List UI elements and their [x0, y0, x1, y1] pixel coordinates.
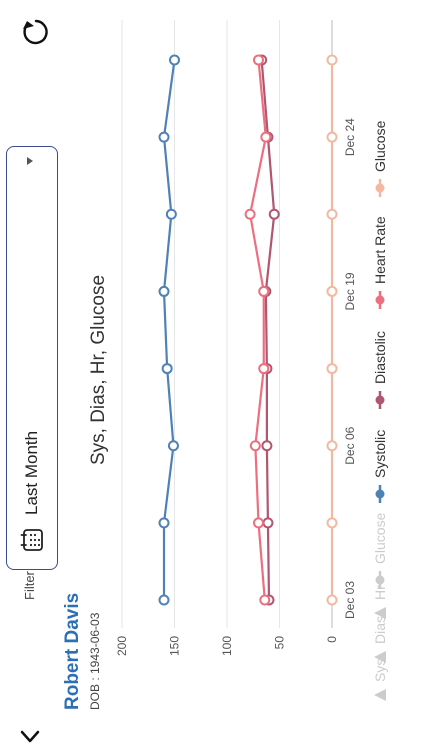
legend-item-dias[interactable]: Dias [368, 616, 392, 664]
glucose-point [326, 285, 338, 297]
series-marker-icon [375, 391, 385, 409]
heart_rate-point [258, 363, 270, 375]
calendar-icon [20, 529, 43, 551]
glucose-point [326, 517, 338, 529]
heart_rate-point [258, 285, 270, 297]
triangle-icon [374, 607, 386, 619]
legend-label: Glucose [372, 512, 388, 564]
legend-item-sys[interactable]: Sys [368, 659, 392, 702]
heart_rate-point [253, 517, 264, 529]
systolic-point [165, 208, 177, 220]
legend-item-diastolic[interactable]: Diastolic [368, 331, 392, 410]
glucose-point [326, 208, 338, 220]
glucose-point [326, 440, 338, 452]
diastolic-line [260, 59, 276, 601]
systolic-point [158, 594, 170, 606]
glucose-point [326, 594, 338, 606]
systolic-point [167, 440, 179, 452]
legend-label: Glucose [372, 120, 388, 172]
y-tick-label: 100 [220, 636, 234, 656]
systolic-point [169, 54, 180, 66]
systolic-point [161, 363, 173, 375]
heart_rate-point [249, 440, 261, 452]
systolic-point [158, 131, 170, 143]
diastolic-point [261, 440, 273, 452]
legend-item-hr[interactable]: Hr [368, 585, 392, 620]
x-tick-label: Dec 19 [343, 272, 357, 310]
systolic-point [158, 517, 170, 529]
systolic-point [158, 285, 170, 297]
systolic-line [162, 59, 176, 600]
heart_rate-point [259, 594, 271, 606]
series-marker-icon [375, 571, 385, 589]
series-marker-icon [375, 179, 385, 197]
heart_rate-point [253, 54, 264, 66]
legend-item-glucose[interactable]: Glucose [368, 121, 392, 198]
glucose-point [326, 54, 338, 66]
y-tick-label: 0 [325, 636, 339, 643]
glucose-point [326, 131, 338, 143]
legend-label: Heart Rate [372, 216, 388, 284]
chevron-left-icon[interactable] [10, 722, 50, 750]
chart-legend: Sys Dias Hr Glucose Systolic Diastolic Heart R… [356, 10, 412, 710]
legend-item-glucose[interactable]: Glucose [368, 513, 392, 590]
x-tick-label: Dec 06 [343, 426, 357, 464]
diastolic-point [262, 517, 274, 529]
legend-label: Systolic [372, 429, 388, 478]
legend-label: Dias [372, 615, 388, 644]
date-range-dropdown[interactable]: Last Month [6, 146, 58, 570]
heart_rate-point [260, 131, 272, 143]
legend-item-heart-rate[interactable]: Heart Rate [368, 216, 392, 310]
legend-label: Diastolic [372, 331, 388, 384]
legend-item-systolic[interactable]: Systolic [368, 430, 392, 504]
triangle-icon [374, 651, 386, 663]
y-tick-label: 200 [115, 636, 129, 656]
x-tick-label: Dec 24 [343, 118, 357, 156]
series-marker-icon [375, 291, 385, 309]
heart_rate-point [244, 208, 256, 220]
x-tick-label: Dec 03 [343, 581, 357, 619]
y-tick-label: 150 [168, 636, 182, 656]
heart_rate-line [248, 59, 267, 601]
y-tick-label: 50 [273, 636, 287, 650]
refresh-icon[interactable] [18, 14, 54, 50]
glucose-point [326, 363, 338, 375]
diastolic-point [268, 208, 280, 220]
triangle-icon [374, 689, 386, 701]
series-marker-icon [375, 485, 385, 503]
